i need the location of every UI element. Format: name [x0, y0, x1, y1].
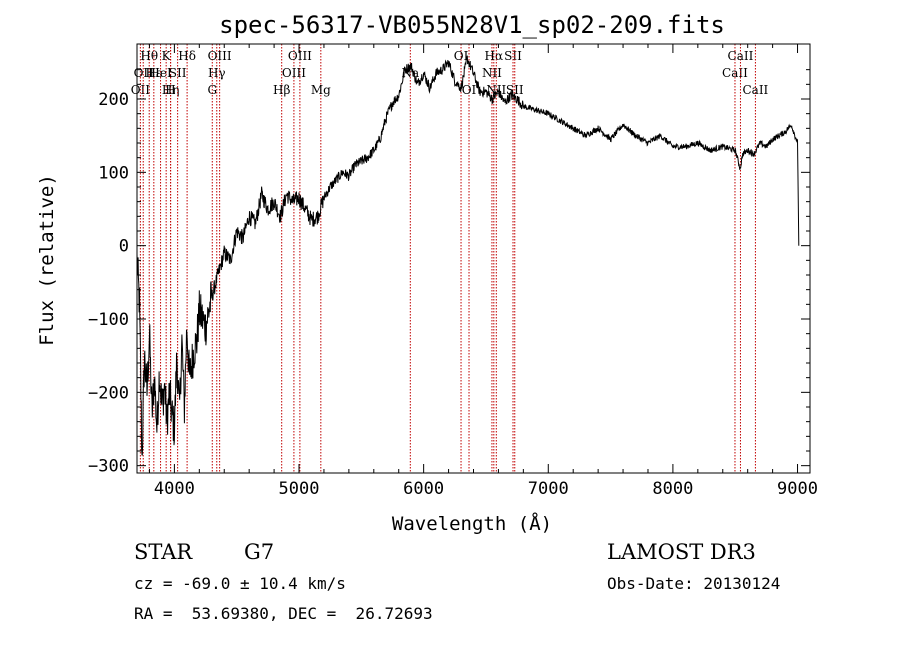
spectral-line-label-15: OIII — [288, 49, 312, 63]
x-tick-label: 5000 — [279, 479, 320, 499]
spectral-line-label-9: Hδ — [178, 49, 196, 63]
survey-name: LAMOST DR3 — [607, 540, 756, 564]
y-tick-label: 0 — [119, 237, 129, 257]
spectral-line-label-11: Hγ — [208, 66, 226, 80]
y-tick-label: −100 — [88, 310, 129, 330]
redshift-cz: cz = -69.0 ± 10.4 km/s — [134, 574, 346, 593]
spectrum-series — [136, 55, 800, 456]
x-tick-label: 9000 — [777, 479, 818, 499]
spectral-line-label-16: Mg — [311, 83, 331, 97]
spectral-line-label-21: Hα — [485, 49, 504, 63]
y-axis: −300 −200 −100 0 100 200 — [88, 69, 810, 477]
spectral-line-label-14: OIII — [282, 66, 306, 80]
x-tick-label: 8000 — [652, 479, 693, 499]
y-tick-label: 200 — [98, 90, 129, 110]
spectral-line-label-7: Hη — [162, 83, 180, 97]
y-tick-label: −200 — [88, 383, 129, 403]
y-tick-label: 100 — [98, 163, 129, 183]
object-subclass: G7 — [244, 540, 275, 564]
spectral-line-label-19: OI — [462, 83, 477, 97]
x-tick-label: 7000 — [528, 479, 569, 499]
x-axis-label: Wavelength (Å) — [392, 512, 552, 535]
spectral-line-label-3: Hε — [145, 66, 162, 80]
x-tick-label: 4000 — [154, 479, 195, 499]
spectral-line-label-13: Hβ — [273, 83, 290, 97]
spectral-line-label-2: Hθ — [140, 49, 158, 63]
chart-title: spec-56317-VB055N28V1_sp02-209.fits — [219, 11, 725, 39]
coordinates: RA = 53.69380, DEC = 26.72693 — [134, 604, 433, 623]
spectral-line-label-27: CaII — [742, 83, 768, 97]
observation-date: Obs-Date: 20130124 — [607, 574, 781, 593]
spectral-line-label-20: NII — [482, 66, 502, 80]
x-axis: 4000 5000 6000 7000 8000 9000 — [148, 44, 818, 499]
plot-frame — [136, 43, 811, 474]
spectral-line-label-18: OI — [454, 49, 469, 63]
spectral-line-label-26: CaII — [728, 49, 754, 63]
spectral-line-label-25: CaII — [722, 66, 748, 80]
spectrum-line — [136, 55, 800, 456]
spectral-line-label-8: SII — [169, 66, 187, 80]
spectral-line-label-12: OIII — [208, 49, 232, 63]
spectral-line-label-10: G — [207, 83, 217, 97]
spectral-line-markers: OIIOIIHθHεHeIKHHηSIIHδGHγOIIIHβOIIIOIIIM… — [131, 44, 769, 473]
spectral-line-label-5: K — [162, 49, 172, 63]
x-tick-label: 6000 — [403, 479, 444, 499]
spectral-line-label-23: SII — [504, 49, 522, 63]
y-axis-label: Flux (relative) — [36, 174, 58, 346]
object-class: STAR — [134, 540, 193, 564]
y-tick-label: −300 — [88, 457, 129, 477]
spectral-line-label-22: NII — [486, 83, 506, 97]
spectral-line-label-0: OII — [131, 83, 151, 97]
